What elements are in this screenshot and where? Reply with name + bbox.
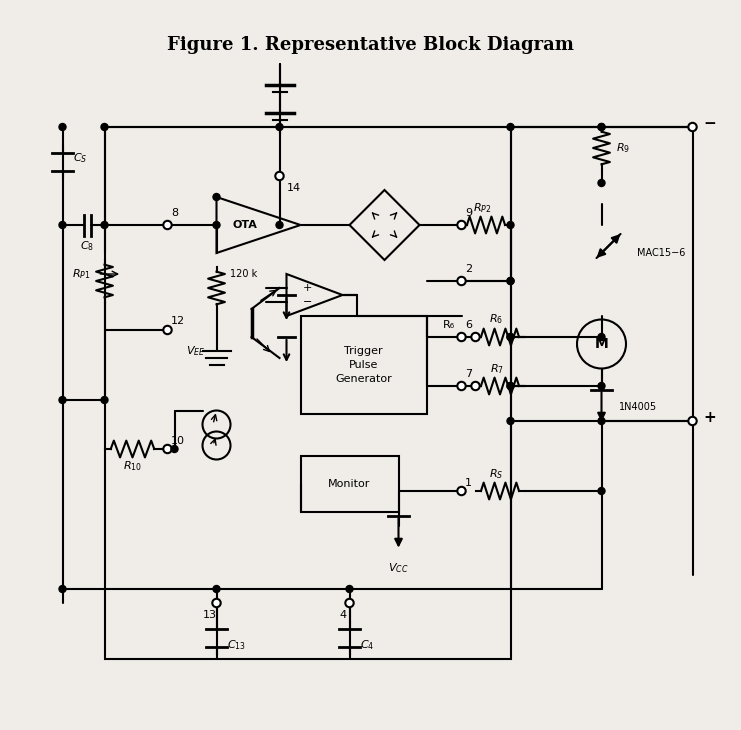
Text: 1: 1 [465,477,472,488]
Circle shape [59,123,66,131]
Text: M: M [594,337,608,351]
Circle shape [101,221,108,228]
Circle shape [276,221,283,228]
Circle shape [507,123,514,131]
Circle shape [507,334,514,340]
Circle shape [59,585,66,593]
Text: $C_S$: $C_S$ [73,152,87,166]
Text: 12: 12 [171,317,185,326]
Circle shape [457,382,465,391]
Circle shape [598,123,605,131]
Circle shape [471,382,479,391]
Circle shape [163,445,172,453]
Circle shape [163,326,172,334]
Text: +: + [303,283,312,293]
Circle shape [598,418,605,425]
Text: −: − [303,297,312,307]
Circle shape [457,333,465,341]
Circle shape [507,383,514,390]
Text: 8: 8 [171,208,178,218]
Circle shape [276,123,283,131]
Text: Pulse: Pulse [349,360,378,370]
Text: 4: 4 [339,610,346,620]
Circle shape [507,221,514,228]
Circle shape [457,220,465,229]
Text: $R_6$: $R_6$ [490,312,504,326]
Circle shape [688,123,697,131]
Circle shape [507,418,514,425]
Circle shape [345,599,353,607]
Text: 14: 14 [287,183,301,193]
Text: $R_{P1}$: $R_{P1}$ [72,267,90,281]
Text: Figure 1. Representative Block Diagram: Figure 1. Representative Block Diagram [167,36,574,54]
Circle shape [598,334,605,340]
Text: $R_7$: $R_7$ [490,361,503,375]
Text: 1N4005: 1N4005 [619,402,657,412]
Text: $V_{EE}$: $V_{EE}$ [186,344,205,358]
Text: 10: 10 [171,436,185,445]
Text: $R_{P2}$: $R_{P2}$ [473,201,492,215]
Text: $C_{13}$: $C_{13}$ [227,638,246,652]
Circle shape [59,221,66,228]
Bar [104,127,511,659]
Text: Generator: Generator [335,374,392,384]
Text: 6: 6 [465,320,472,330]
Circle shape [346,585,353,593]
Text: MAC15−6: MAC15−6 [637,248,685,258]
Circle shape [276,172,284,180]
Circle shape [213,599,221,607]
Circle shape [507,277,514,285]
Text: −: − [703,116,716,131]
Circle shape [171,445,178,453]
Circle shape [101,396,108,404]
Text: OTA: OTA [232,220,257,230]
Circle shape [598,488,605,494]
Text: R₆: R₆ [442,320,454,330]
Circle shape [457,277,465,285]
Text: $V_{CC}$: $V_{CC}$ [388,561,409,575]
Circle shape [507,334,514,340]
Text: 7: 7 [465,369,472,379]
Circle shape [457,487,465,495]
Circle shape [213,585,220,593]
Text: +: + [703,410,716,425]
Circle shape [507,383,514,390]
Circle shape [598,180,605,186]
Circle shape [598,123,605,131]
Text: $R_S$: $R_S$ [489,466,504,480]
Bar [301,456,399,512]
Text: Monitor: Monitor [328,479,370,489]
Circle shape [101,123,108,131]
Circle shape [213,221,220,228]
Text: Trigger: Trigger [344,346,383,356]
Text: 13: 13 [202,610,216,620]
Circle shape [598,383,605,390]
Text: $C_8$: $C_8$ [80,239,94,253]
Text: 2: 2 [465,264,472,274]
Text: $R_{10}$: $R_{10}$ [123,459,142,473]
Circle shape [59,396,66,404]
Circle shape [213,193,220,201]
Text: 120 k: 120 k [230,269,258,279]
Text: $C_4$: $C_4$ [360,638,374,652]
Text: $R_9$: $R_9$ [616,141,630,155]
Circle shape [163,220,172,229]
Circle shape [471,333,479,341]
Circle shape [507,277,514,285]
Circle shape [688,417,697,425]
Bar [301,316,427,414]
Text: 9: 9 [465,208,472,218]
